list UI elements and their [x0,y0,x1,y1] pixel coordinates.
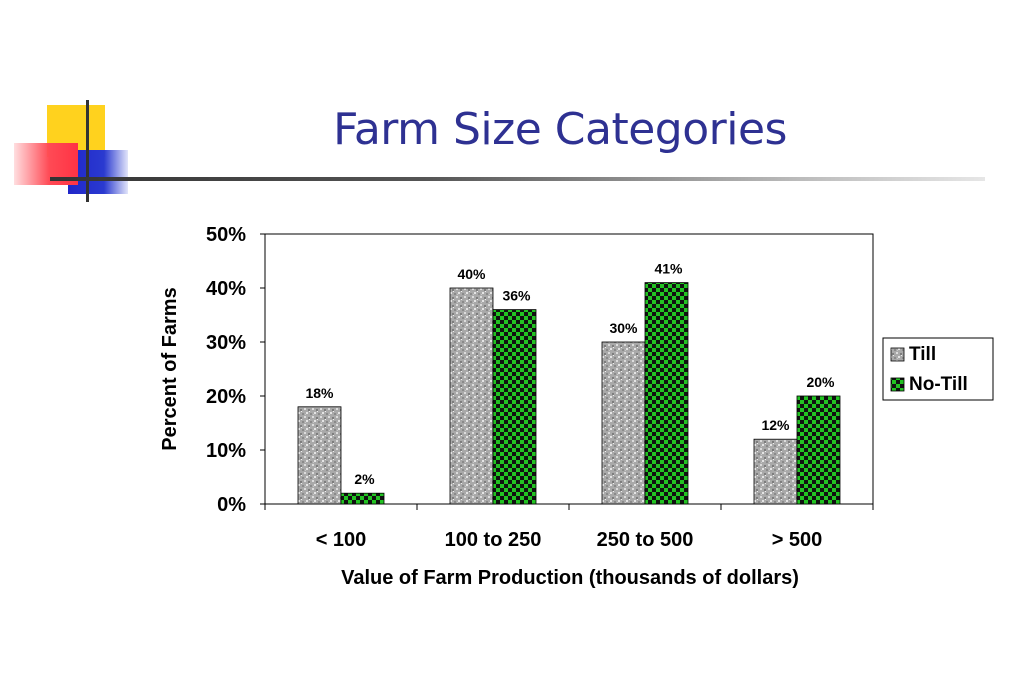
till-bar [753,438,798,505]
till-value-label: 40% [457,266,486,282]
y-tick-label: 30% [206,332,246,354]
till-bar [297,406,342,505]
y-tick-label: 50% [206,224,246,246]
no-till-value-label: 2% [354,471,375,487]
decor-horizontal-line [50,177,985,181]
till-value-label: 30% [609,320,638,336]
x-tick-label: > 500 [772,529,823,551]
y-tick-label: 10% [206,440,246,462]
legend-label-no-till: No-Till [909,374,968,395]
decor-blue-square [68,150,128,194]
till-value-label: 18% [305,385,334,401]
no-till-value-label: 41% [654,261,683,277]
y-axis-title: Percent of Farms [159,287,181,450]
x-tick-label: 250 to 500 [597,529,694,551]
no-till-bar [644,282,689,505]
y-tick-label: 40% [206,278,246,300]
decor-vertical-line [86,100,89,202]
till-value-label: 12% [761,417,790,433]
x-axis-title: Value of Farm Production (thousands of d… [341,567,799,589]
legend-label-till: Till [909,344,936,365]
x-tick-label: 100 to 250 [445,529,542,551]
no-till-bar [340,492,385,505]
y-tick-label: 0% [217,494,246,516]
legend-swatch-no-till [890,377,905,392]
no-till-value-label: 20% [806,374,835,390]
y-tick-label: 20% [206,386,246,408]
till-bar [449,287,494,505]
no-till-bar [492,309,537,505]
slide-title: Farm Size Categories [333,104,787,155]
no-till-value-label: 36% [502,288,531,304]
x-tick-label: < 100 [316,529,367,551]
no-till-bar [796,395,841,505]
till-bar [601,341,646,505]
legend-swatch-till [890,347,905,362]
